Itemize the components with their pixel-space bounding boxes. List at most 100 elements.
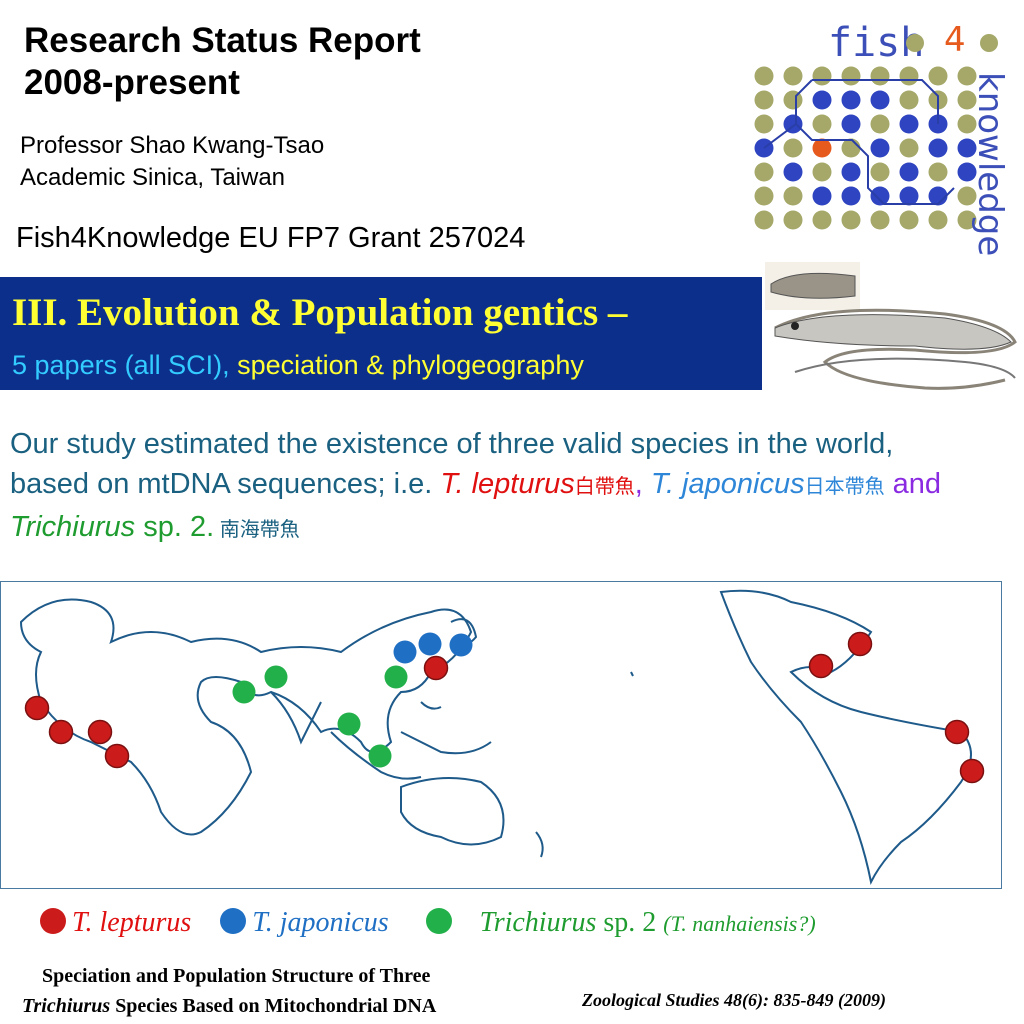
coastlines xyxy=(19,589,972,886)
logo-grid-dot xyxy=(812,90,832,110)
logo-grid-dot xyxy=(870,210,890,230)
sampling-site-lepturus xyxy=(24,695,50,721)
paper-title-rest: Species Based on Mitochondrial DNA xyxy=(110,995,437,1017)
logo-grid-dot xyxy=(957,138,977,158)
research-topics: speciation & phylogeography xyxy=(229,350,584,380)
logo-grid-dot xyxy=(957,162,977,182)
map-legend: T. lepturus T. japonicus Trichiurus sp. … xyxy=(40,907,816,939)
logo-grid-dot xyxy=(841,66,861,86)
section-subtitle: 5 papers (all SCI), speciation & phyloge… xyxy=(12,350,584,381)
author-name: Professor Shao Kwang-Tsao xyxy=(20,132,325,159)
logo-grid-dot xyxy=(812,66,832,86)
logo-grid-dot xyxy=(783,138,803,158)
sampling-site-lepturus xyxy=(959,758,985,784)
legend-label-sp2-genus: Trichiurus xyxy=(479,907,597,938)
logo-grid-dot xyxy=(841,186,861,206)
logo-grid-dot xyxy=(899,138,919,158)
logo-grid-dot xyxy=(754,162,774,182)
grant-info: Fish4Knowledge EU FP7 Grant 257024 xyxy=(16,222,526,254)
species-lepturus-chinese: 白帶魚 xyxy=(574,476,635,498)
sampling-site-sp2 xyxy=(232,680,256,704)
fish4knowledge-logo: fish 4 knowledge xyxy=(748,18,1018,256)
logo-dot-2 xyxy=(980,34,998,52)
logo-dot-grid xyxy=(754,66,977,230)
logo-grid-dot xyxy=(812,138,832,158)
logo-grid-dot xyxy=(928,186,948,206)
logo-grid-dot xyxy=(870,138,890,158)
species-sp2-chinese: 南海帶魚 xyxy=(214,519,300,541)
logo-grid-dot xyxy=(754,114,774,134)
sampling-site-japonicus xyxy=(418,632,442,656)
logo-grid-dot xyxy=(812,162,832,182)
sampling-site-japonicus xyxy=(449,633,473,657)
legend-label-japonicus: T. japonicus xyxy=(252,907,389,938)
sampling-site-japonicus xyxy=(393,640,417,664)
author-affiliation: Academic Sinica, Taiwan xyxy=(20,164,286,191)
sampling-site-lepturus xyxy=(48,719,74,745)
logo-grid-dot xyxy=(957,210,977,230)
distribution-map xyxy=(0,581,1002,889)
title-line-1: Research Status Report xyxy=(24,21,421,60)
species-japonicus: T. japonicus xyxy=(650,468,805,500)
sampling-site-lepturus xyxy=(104,743,130,769)
species-japonicus-chinese: 日本帶魚 xyxy=(804,476,885,498)
logo-grid-dot xyxy=(899,90,919,110)
logo-grid-dot xyxy=(957,186,977,206)
study-intro: Our study estimated the existence of thr… xyxy=(10,428,894,500)
logo-grid-dot xyxy=(899,114,919,134)
page-title: Research Status Report 2008-present xyxy=(24,20,421,104)
legend-label-sp2-paren: (T. nanhaiensis?) xyxy=(663,911,815,936)
logo-word-knowledge: knowledge xyxy=(970,72,1010,257)
logo-grid-dot xyxy=(841,162,861,182)
logo-grid-dot xyxy=(899,162,919,182)
logo-grid-dot xyxy=(754,90,774,110)
logo-grid-dot xyxy=(928,138,948,158)
logo-grid-dot xyxy=(841,210,861,230)
logo-grid-dot xyxy=(870,114,890,134)
legend-label-sp2-rest: sp. 2 xyxy=(596,907,664,938)
paper-title-line-1: Speciation and Population Structure of T… xyxy=(42,965,431,987)
logo-grid-dot xyxy=(841,138,861,158)
logo-grid-dot xyxy=(812,114,832,134)
sampling-site-lepturus xyxy=(808,653,834,679)
logo-grid-dot xyxy=(928,210,948,230)
legend-dot-sp2 xyxy=(425,908,452,934)
logo-grid-dot xyxy=(812,186,832,206)
section-banner xyxy=(0,277,762,390)
species-sp2-rest: sp. 2. xyxy=(135,511,215,543)
logo-grid-dot xyxy=(783,66,803,86)
world-map xyxy=(19,589,985,886)
species-sp2-genus: Trichiurus xyxy=(10,511,136,543)
logo-grid-dot xyxy=(899,186,919,206)
logo-grid-dot xyxy=(870,66,890,86)
sampling-site-lepturus xyxy=(944,719,970,745)
journal-citation: Zoological Studies 48(6): 835-849 (2009) xyxy=(582,990,886,1010)
logo-grid-dot xyxy=(783,162,803,182)
logo-grid-dot xyxy=(783,210,803,230)
logo-grid-dot xyxy=(899,210,919,230)
logo-grid-dot xyxy=(754,210,774,230)
paper-count: 5 papers (all SCI), xyxy=(12,350,230,380)
species-lepturus: T. lepturus xyxy=(440,468,575,500)
legend-dot-lepturus xyxy=(40,908,66,934)
author-block: Professor Shao Kwang-Tsao Academic Sinic… xyxy=(20,130,324,194)
logo-grid-dot xyxy=(928,66,948,86)
sampling-site-lepturus xyxy=(847,631,873,657)
logo-grid-dot xyxy=(957,90,977,110)
logo-grid-dot xyxy=(754,66,774,86)
sampling-site-lepturus xyxy=(423,655,449,681)
logo-grid-dot xyxy=(754,186,774,206)
sampling-site-sp2 xyxy=(264,665,288,689)
logo-grid-dot xyxy=(841,114,861,134)
logo-grid-dot xyxy=(870,90,890,110)
logo-grid-dot xyxy=(957,66,977,86)
sampling-site-sp2 xyxy=(368,744,392,768)
logo-grid-dot xyxy=(957,114,977,134)
sampling-site-sp2 xyxy=(384,665,408,689)
title-line-2: 2008-present xyxy=(24,63,240,102)
section-title: III. Evolution & Population gentics – xyxy=(12,291,628,334)
logo-grid-dot xyxy=(783,186,803,206)
separator-comma: , xyxy=(634,468,651,500)
logo-grid-dot xyxy=(812,210,832,230)
legend-nanhaiensis: (T. nanhaiensis?) xyxy=(663,911,816,936)
